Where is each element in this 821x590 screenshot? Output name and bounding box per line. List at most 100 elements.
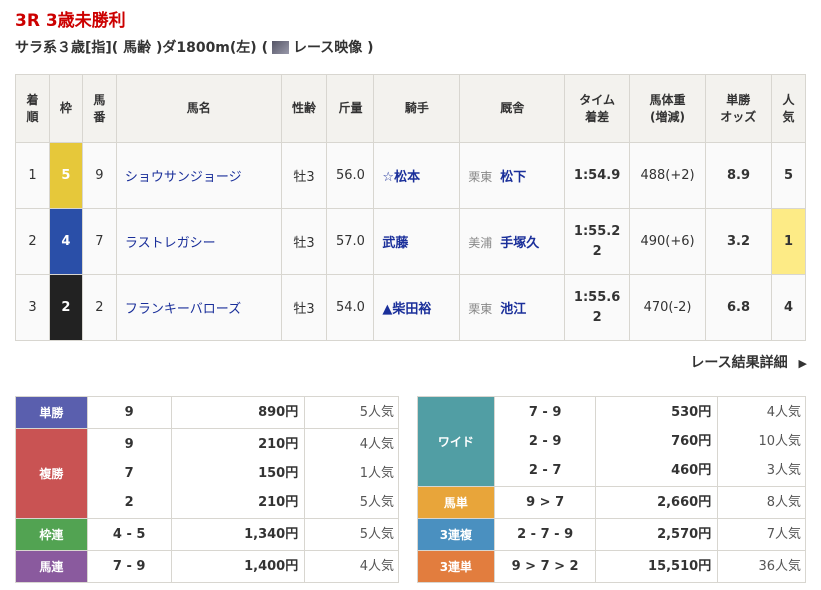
rank: 3	[15, 274, 50, 341]
header-label: 馬名	[186, 101, 211, 115]
header-label: 馬体重(増減)	[649, 92, 686, 124]
stable-region: 美浦	[468, 236, 493, 250]
bet-type-label: 枠連	[15, 518, 88, 551]
jockey-link[interactable]: ☆松本	[382, 170, 421, 185]
payout-table-right: ワイド 7 - 9 2 - 9 2 - 7 530円 760円 460円 4人気 10人気 3人気…	[417, 396, 806, 583]
table-row: 3 2 2 フランキーバローズ 牡3 54.0 ▲柴田裕 栗東 池江 1:55.6…	[15, 274, 807, 341]
column-header: 騎手	[373, 74, 461, 143]
combination: 7	[124, 466, 134, 481]
trainer-link[interactable]: 池江	[500, 302, 527, 317]
bet-type-label: 馬単	[417, 486, 495, 519]
triangle-right-icon: ▶	[798, 357, 807, 370]
header-label: 騎手	[404, 101, 429, 115]
header-label: 単勝オッズ	[720, 92, 757, 124]
table-row: 1 5 9 ショウサンジョージ 牡3 56.0 ☆松本 栗東 松下 1:54.9 …	[15, 142, 807, 209]
payout-popularity: 4人気	[766, 405, 801, 420]
trainer-link[interactable]: 手塚久	[500, 236, 540, 251]
payout-amount: 150円	[258, 466, 299, 481]
payout-row: 3連複 2 - 7 - 9 2,570円 7人気	[417, 518, 806, 551]
payout-amount: 2,570円	[657, 527, 712, 542]
stable-region: 栗東	[468, 170, 493, 184]
finish-time: 1:55.6	[573, 289, 621, 305]
payout-row: ワイド 7 - 9 2 - 9 2 - 7 530円 760円 460円 4人気 10人気 3人気	[417, 396, 806, 487]
payout-row: 馬単 9 > 7 2,660円 8人気	[417, 486, 806, 519]
column-header: 馬番	[81, 74, 117, 143]
payout-popularity: 5人気	[359, 527, 394, 542]
frame-number: 4	[48, 208, 83, 275]
payout-amount: 1,340円	[244, 527, 299, 542]
column-header: 枠	[48, 74, 83, 143]
bet-type-label: 3連複	[417, 518, 495, 551]
conditions-close: )	[367, 40, 374, 56]
combination: 2 - 9	[528, 434, 562, 449]
sex-age: 牡3	[280, 274, 328, 341]
race-title: 3R 3歳未勝利	[15, 11, 126, 31]
combination: 9 > 7 > 2	[511, 559, 579, 574]
body-weight: 488(+2)	[629, 142, 707, 209]
conditions-text: サラ系３歳[指]( 馬齢 )ダ1800m(左) (	[15, 40, 268, 56]
combination: 2 - 7 - 9	[517, 527, 574, 542]
popularity: 1	[770, 208, 807, 275]
payout-amount: 890円	[258, 405, 299, 420]
header-label: 着順	[26, 92, 39, 124]
payout-amount: 15,510円	[648, 559, 712, 574]
payout-popularity: 3人気	[766, 463, 801, 478]
results-table: 着順 枠 馬番 馬名 性齢 斤量 騎手 厩舎 タイム着差 馬体重(増減) 単勝オッズ 人気 1 5 9…	[15, 74, 807, 341]
race-video-link[interactable]: レース映像	[292, 40, 363, 56]
margin: 2	[592, 309, 602, 325]
win-odds: 3.2	[705, 208, 772, 275]
header-label: 枠	[59, 101, 72, 115]
race-detail-link[interactable]: レース結果詳細 ▶	[690, 352, 807, 372]
combination: 2 - 7	[528, 463, 562, 478]
jockey-link[interactable]: ▲柴田裕	[382, 302, 432, 317]
payout-amount: 460円	[671, 463, 712, 478]
header-label: 厩舎	[500, 101, 525, 115]
combination: 9	[124, 405, 134, 420]
horse-name-link[interactable]: フランキーバローズ	[124, 302, 242, 317]
table-row: 2 4 7 ラストレガシー 牡3 57.0 武藤 美浦 手塚久 1:55.2 2 4…	[15, 208, 807, 275]
column-header: 人気	[770, 74, 807, 143]
horse-name-link[interactable]: ショウサンジョージ	[124, 170, 242, 185]
detail-link-label[interactable]: レース結果詳細	[690, 355, 788, 371]
payout-popularity: 8人気	[766, 495, 801, 510]
combination: 7 - 9	[528, 405, 562, 420]
header-label: 人気	[782, 92, 795, 124]
payout-amount: 210円	[258, 437, 299, 452]
payout-amount: 760円	[671, 434, 712, 449]
payout-row: 複勝 9 7 2 210円 150円 210円 4人気 1人気 5人気	[15, 428, 399, 519]
header-label: 斤量	[338, 101, 363, 115]
column-header: 着順	[15, 74, 50, 143]
payout-row: 3連単 9 > 7 > 2 15,510円 36人気	[417, 550, 806, 583]
payout-table-left: 単勝 9 890円 5人気 複勝 9 7 2 210円 150円 210円 4人気 1人気 5人気 枠連 4 …	[15, 396, 399, 583]
sex-age: 牡3	[280, 208, 328, 275]
header-label: 性齢	[292, 101, 317, 115]
payout-amount: 1,400円	[244, 559, 299, 574]
combination: 7 - 9	[112, 559, 146, 574]
column-header: タイム着差	[564, 74, 631, 143]
payout-popularity: 5人気	[359, 405, 394, 420]
bet-type-label: 単勝	[15, 396, 88, 429]
horse-name-link[interactable]: ラストレガシー	[124, 236, 216, 251]
payout-row: 枠連 4 - 5 1,340円 5人気	[15, 518, 399, 551]
jockey-link[interactable]: 武藤	[382, 236, 409, 251]
header-label: タイム着差	[579, 92, 615, 124]
column-header: 厩舎	[459, 74, 566, 143]
column-header: 斤量	[326, 74, 375, 143]
race-conditions: サラ系３歳[指]( 馬齢 )ダ1800m(左) ( レース映像 )	[15, 37, 374, 57]
trainer-link[interactable]: 松下	[500, 170, 527, 185]
bet-type-label: 複勝	[15, 428, 88, 519]
weight-carried: 57.0	[326, 208, 375, 275]
sex-age: 牡3	[280, 142, 328, 209]
body-weight: 470(-2)	[629, 274, 707, 341]
payout-amount: 210円	[258, 495, 299, 510]
column-header: 馬体重(増減)	[629, 74, 707, 143]
payout-popularity: 7人気	[766, 527, 801, 542]
margin: 2	[592, 243, 602, 259]
payout-popularity: 5人気	[359, 495, 394, 510]
payout-amount: 530円	[671, 405, 712, 420]
frame-number: 2	[48, 274, 83, 341]
video-icon[interactable]	[271, 41, 289, 54]
header-label: 馬番	[93, 92, 106, 124]
combination: 2	[124, 495, 134, 510]
payout-popularity: 1人気	[359, 466, 394, 481]
